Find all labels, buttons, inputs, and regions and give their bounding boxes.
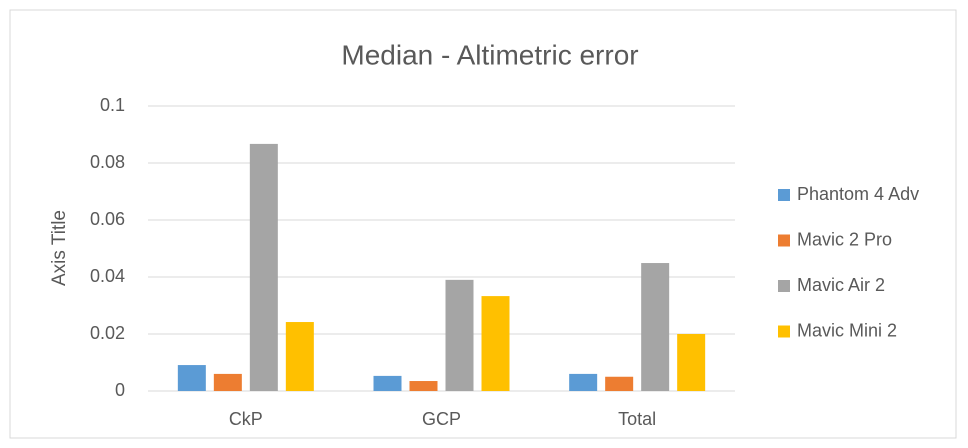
bar [481,296,510,391]
x-tick-label: Total [618,409,656,429]
legend-label: Phantom 4 Adv [797,184,919,204]
bar [605,376,634,391]
legend-label: Mavic Mini 2 [797,320,897,340]
legend-swatch [778,280,790,292]
bar [641,263,670,391]
bar [677,334,706,391]
bar [409,381,438,391]
legend-label: Mavic Air 2 [797,275,885,295]
y-tick-label: 0.02 [90,323,125,343]
bar [569,373,598,391]
chart-title: Median - Altimetric error [341,39,638,70]
x-tick-label: CkP [229,409,263,429]
legend-label: Mavic 2 Pro [797,229,892,249]
y-tick-label: 0 [115,380,125,400]
legend-swatch [778,234,790,247]
bar [249,143,278,391]
y-tick-label: 0.04 [90,266,125,286]
legend-swatch [778,325,790,338]
bar [177,365,206,391]
y-tick-label: 0.06 [90,209,125,229]
x-tick-label: GCP [422,409,461,429]
bar [213,373,242,391]
bar [445,279,474,391]
bar [285,322,314,391]
legend-swatch [778,189,790,201]
y-axis-title: Axis Title [49,210,70,286]
y-tick-label: 0.08 [90,152,125,172]
bar [373,375,402,391]
y-tick-label: 0.1 [100,95,125,115]
